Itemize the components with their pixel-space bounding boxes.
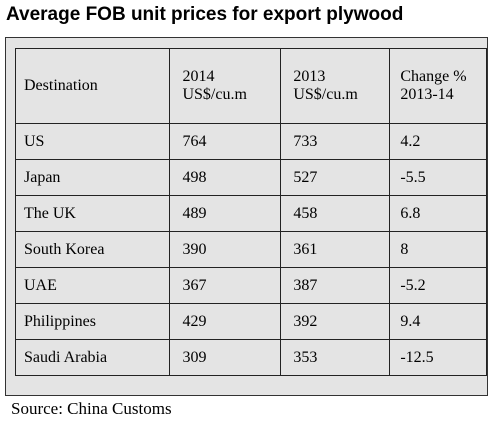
cell-2014: 489 [169, 195, 282, 232]
cell-2014: 498 [169, 159, 282, 196]
header-2013: 2013 US$/cu.m [280, 48, 391, 124]
header-2014-year: 2014 [182, 68, 215, 85]
cell-2014: 367 [169, 267, 282, 304]
table-frame: Destination 2014 US$/cu.m 2013 US$/cu.m … [5, 37, 488, 396]
cell-change: -5.5 [389, 159, 487, 196]
cell-destination: Japan [14, 159, 171, 196]
cell-change: -12.5 [389, 339, 487, 376]
cell-2013: 392 [280, 303, 391, 340]
cell-2013: 733 [280, 123, 391, 160]
header-destination-label: Destination [24, 77, 98, 94]
cell-destination: UAE [14, 267, 171, 304]
table-row: Philippines 429 392 9.4 [14, 303, 487, 340]
cell-2014: 390 [169, 231, 282, 268]
cell-2013: 353 [280, 339, 391, 376]
table-row: The UK 489 458 6.8 [14, 195, 487, 232]
cell-change: 6.8 [389, 195, 487, 232]
table-header-row: Destination 2014 US$/cu.m 2013 US$/cu.m … [14, 48, 487, 124]
cell-destination: South Korea [14, 231, 171, 268]
header-destination: Destination [14, 48, 171, 124]
header-change-label: Change % [400, 68, 467, 85]
header-2013-year: 2013 [293, 68, 326, 85]
cell-2013: 458 [280, 195, 391, 232]
cell-2014: 764 [169, 123, 282, 160]
source-note: Source: China Customs [11, 399, 172, 418]
page-title: Average FOB unit prices for export plywo… [6, 4, 404, 25]
cell-destination: US [14, 123, 171, 160]
cell-2014: 429 [169, 303, 282, 340]
cell-destination: Saudi Arabia [14, 339, 171, 376]
cell-change: -5.2 [389, 267, 487, 304]
cell-2013: 361 [280, 231, 391, 268]
header-2014-unit: US$/cu.m [182, 86, 247, 103]
price-table: Destination 2014 US$/cu.m 2013 US$/cu.m … [14, 48, 487, 376]
cell-destination: The UK [14, 195, 171, 232]
header-2014: 2014 US$/cu.m [169, 48, 282, 124]
header-change: Change % 2013-14 [389, 48, 487, 124]
table-row: Japan 498 527 -5.5 [14, 159, 487, 196]
cell-change: 9.4 [389, 303, 487, 340]
cell-2013: 527 [280, 159, 391, 196]
header-2013-unit: US$/cu.m [293, 86, 358, 103]
cell-2013: 387 [280, 267, 391, 304]
cell-change: 8 [389, 231, 487, 268]
table-row: Saudi Arabia 309 353 -12.5 [14, 339, 487, 376]
cell-2014: 309 [169, 339, 282, 376]
header-change-period: 2013-14 [400, 86, 454, 103]
cell-change: 4.2 [389, 123, 487, 160]
table-row: US 764 733 4.2 [14, 123, 487, 160]
cell-destination: Philippines [14, 303, 171, 340]
table-row: UAE 367 387 -5.2 [14, 267, 487, 304]
table-row: South Korea 390 361 8 [14, 231, 487, 268]
